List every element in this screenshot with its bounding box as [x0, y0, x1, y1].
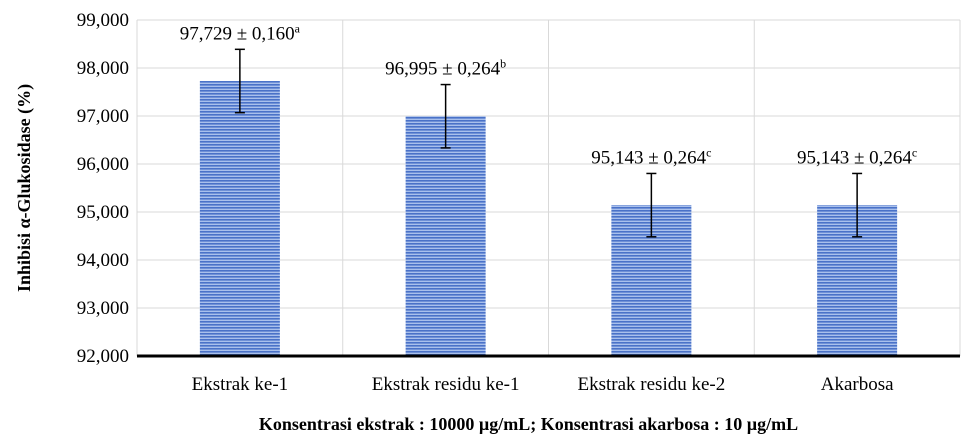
y-axis-ticks: 92,000 93,000 94,000 95,000 96,000 97,000 98,0… — [77, 10, 129, 367]
category-label: Akarbosa — [821, 374, 894, 395]
category-label: Ekstrak ke-1 — [192, 374, 289, 395]
error-bar — [440, 83, 451, 149]
category-label: Ekstrak residu ke-2 — [578, 374, 726, 395]
y-tick-label: 92,000 — [77, 346, 129, 367]
x-axis-title: Konsentrasi ekstrak : 10000 µg/mL; Konse… — [259, 414, 798, 434]
y-tick-label: 94,000 — [77, 250, 129, 271]
data-label: 95,143 ± 0,264c — [797, 145, 917, 168]
y-tick-label: 98,000 — [77, 58, 129, 79]
category-label: Ekstrak residu ke-1 — [372, 374, 520, 395]
y-tick-label: 99,000 — [77, 10, 129, 31]
y-tick-label: 95,000 — [77, 202, 129, 223]
y-axis-title: Inhibisi α-Glukosidase (%) — [14, 84, 35, 292]
data-labels: 97,729 ± 0,160a 96,995 ± 0,264b 95,143 ± 0… — [180, 21, 918, 168]
category-labels: Ekstrak ke-1 Ekstrak residu ke-1 Ekstrak r… — [192, 374, 895, 395]
bar — [199, 81, 280, 357]
error-bar — [646, 172, 657, 238]
y-tick-label: 93,000 — [77, 298, 129, 319]
error-bar — [852, 172, 863, 238]
data-label: 95,143 ± 0,264c — [591, 145, 711, 168]
bars — [199, 81, 898, 357]
y-tick-label: 96,000 — [77, 154, 129, 175]
error-bars — [234, 48, 863, 238]
bar — [405, 116, 486, 357]
error-bar — [234, 48, 245, 114]
y-tick-label: 97,000 — [77, 106, 129, 127]
data-label: 96,995 ± 0,264b — [385, 57, 506, 80]
data-label: 97,729 ± 0,160a — [180, 21, 301, 44]
